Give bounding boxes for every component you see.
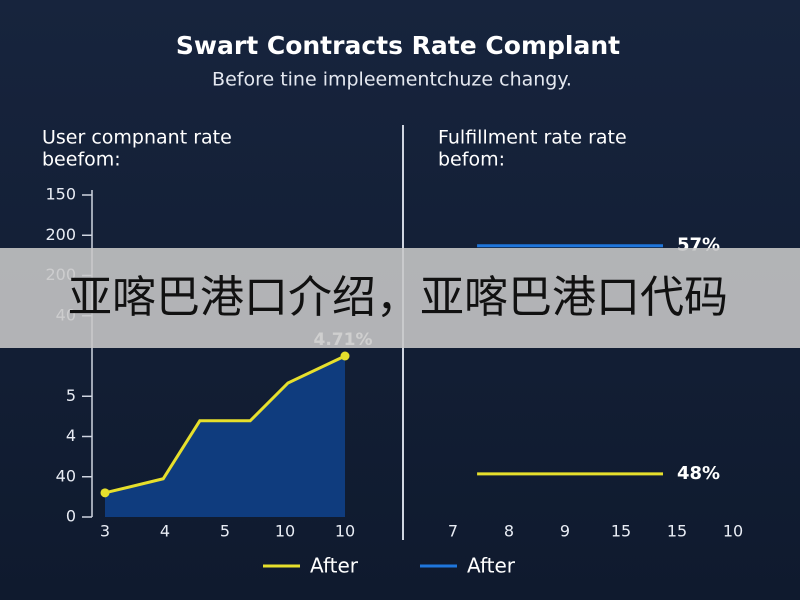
x-tick-label: 3 (100, 522, 110, 541)
y-tick-label: 0 (66, 507, 76, 526)
legend: After After (263, 554, 516, 578)
chart-title: Swart Contracts Rate Complant (176, 31, 620, 60)
legend-label: After (467, 554, 516, 578)
x-tick-label: 15 (611, 522, 631, 541)
overlay-text: 亚喀巴港口介绍，亚喀巴港口代码 (68, 272, 728, 323)
point (100, 488, 110, 498)
value-label: 48% (677, 463, 720, 484)
panel-title: beefom: (42, 149, 121, 171)
x-tick-label: 10 (723, 522, 743, 541)
panel-title: User compnant rate (42, 127, 232, 149)
x-tick-label: 7 (448, 522, 458, 541)
x-tick-label: 8 (504, 522, 514, 541)
x-tick-label: 10 (275, 522, 295, 541)
chart-subtitle: Before tine impleementchuze changy. (212, 69, 572, 91)
x-tick-label: 15 (667, 522, 687, 541)
point (340, 351, 350, 361)
x-tick-label: 5 (220, 522, 230, 541)
legend-label: After (310, 554, 359, 578)
x-tick-label: 9 (560, 522, 570, 541)
panel-title: befom: (438, 149, 505, 171)
y-tick-label: 5 (66, 386, 76, 405)
plots: User compnant ratebeefom:345101004045402… (42, 127, 743, 541)
x-tick-label: 4 (160, 522, 170, 541)
line (104, 354, 346, 495)
y-tick-label: 40 (56, 466, 76, 485)
y-tick-label: 4 (66, 426, 76, 445)
y-tick-label: 200 (45, 225, 76, 244)
x-tick-label: 10 (335, 522, 355, 541)
overlay-banner (0, 248, 800, 348)
y-tick-label: 150 (45, 185, 76, 204)
panel-title: Fulfillment rate rate (438, 127, 627, 149)
